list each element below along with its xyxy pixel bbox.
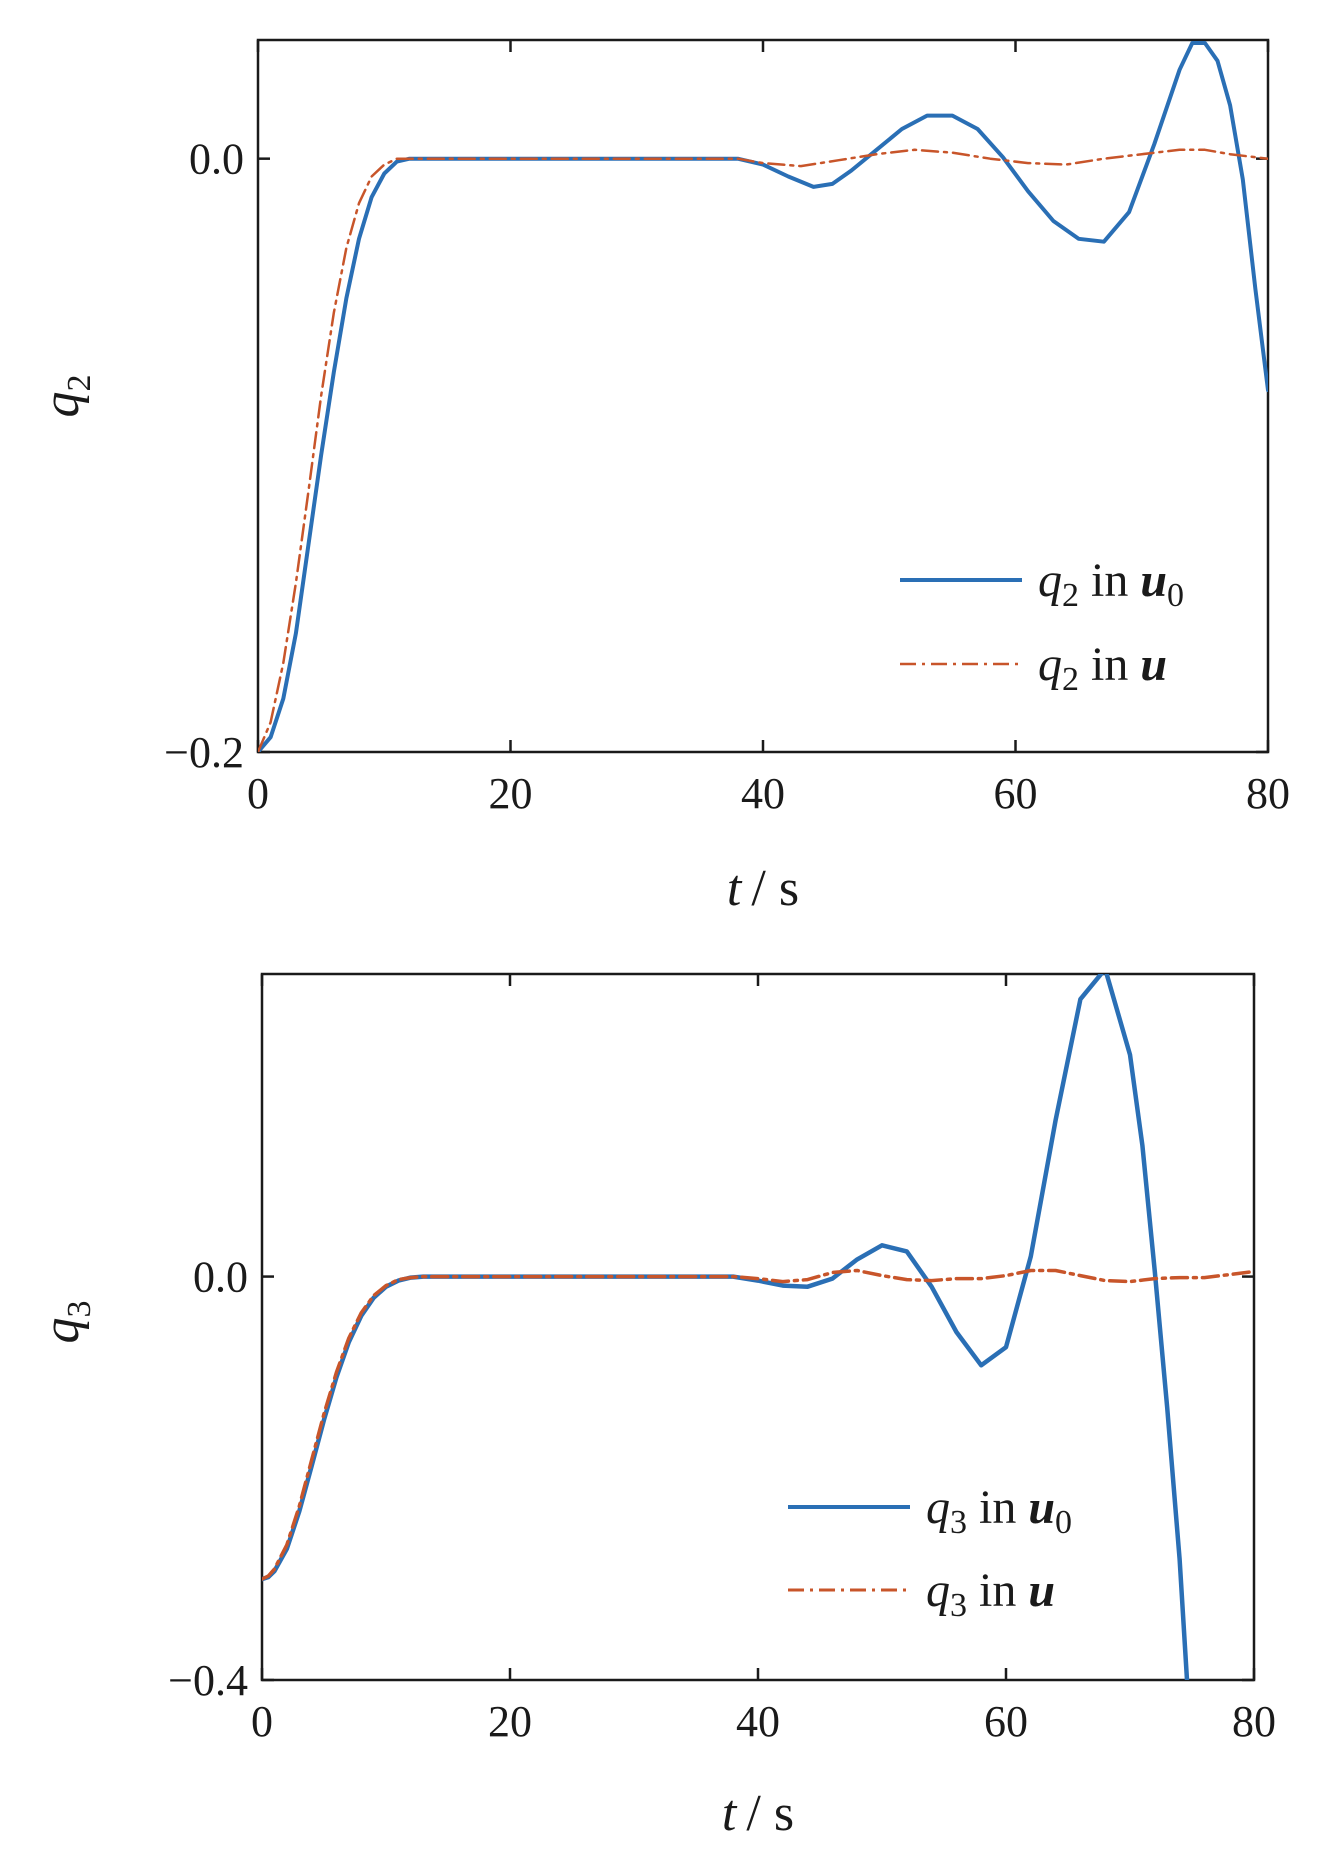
x-tick-label: 40 (736, 1697, 780, 1746)
y-tick-label: −0.2 (164, 728, 244, 777)
legend: q3 in u0 q3 in u (788, 1481, 1072, 1624)
chart-panel-q3: 0 20 40 60 80 −0.4 0.0 q3 t / s q3 in u0 q3 in… (33, 972, 1276, 1842)
y-tick-label: 0.0 (189, 135, 244, 184)
x-tick-label: 20 (489, 769, 533, 818)
y-axis-ticks: −0.2 0.0 (164, 135, 1268, 777)
series-line-u (262, 1268, 1254, 1581)
x-axis-label: t / s (727, 860, 799, 917)
series-line-u (258, 148, 1268, 752)
plot-frame (260, 972, 1256, 1682)
x-tick-label: 80 (1246, 769, 1290, 818)
x-tick-label: 0 (251, 1697, 273, 1746)
x-axis-ticks: 0 20 40 60 80 (251, 974, 1276, 1746)
series-group (258, 41, 1268, 752)
x-tick-label: 20 (488, 1697, 532, 1746)
chart-panel-q2: 0 20 40 60 80 −0.2 0.0 q2 t / s q2 in u0 q2 in… (33, 38, 1290, 917)
x-tick-label: 80 (1232, 1697, 1276, 1746)
x-axis-ticks: 0 20 40 60 80 (247, 40, 1290, 818)
y-axis-label: q3 (33, 1301, 98, 1344)
y-axis-label: q2 (33, 375, 98, 418)
legend-label-q3-u: q3 in u (926, 1564, 1055, 1624)
y-axis-ticks: −0.4 0.0 (168, 1253, 1254, 1705)
legend-label-q2-u0: q2 in u0 (1038, 554, 1184, 614)
y-tick-label: −0.4 (168, 1656, 248, 1705)
series-group (262, 974, 1254, 1680)
x-tick-label: 60 (984, 1697, 1028, 1746)
series-line-u0 (258, 41, 1268, 752)
x-tick-label: 60 (994, 769, 1038, 818)
legend: q2 in u0 q2 in u (900, 554, 1184, 698)
x-axis-label: t / s (722, 1785, 794, 1842)
x-tick-label: 40 (741, 769, 785, 818)
legend-label-q2-u: q2 in u (1038, 638, 1167, 698)
y-tick-label: 0.0 (193, 1253, 248, 1302)
legend-label-q3-u0: q3 in u0 (926, 1481, 1072, 1541)
x-tick-label: 0 (247, 769, 269, 818)
